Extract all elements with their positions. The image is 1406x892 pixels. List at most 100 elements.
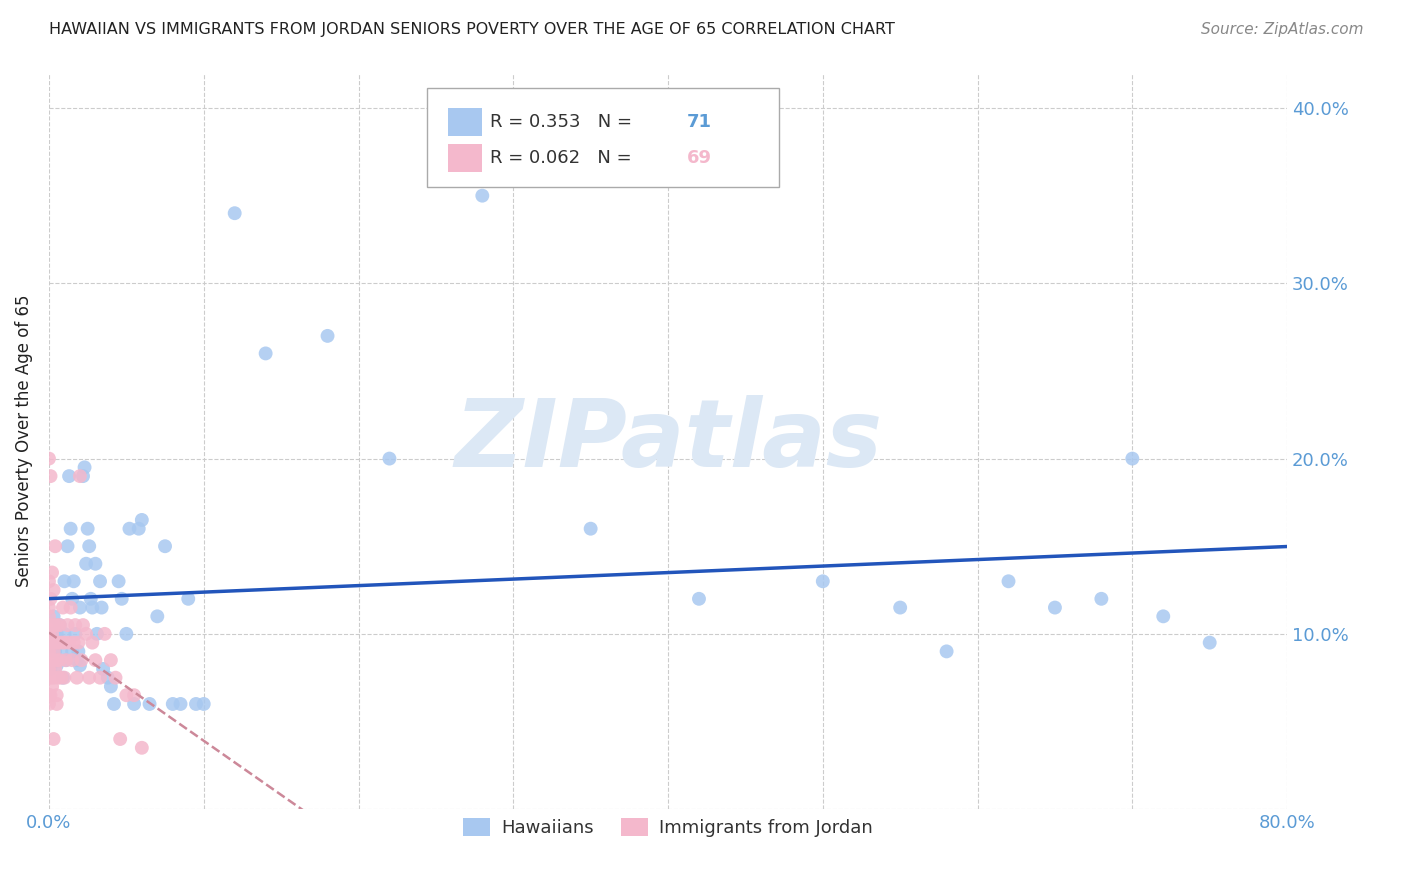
Point (52, 671, 75, 685)
FancyBboxPatch shape (426, 87, 779, 187)
Point (997, 574, 1019, 589)
Point (38, 574, 60, 589)
Point (67, 644, 90, 658)
Point (69, 469, 91, 483)
Point (84, 653, 107, 667)
Point (38, 653, 60, 667)
Point (39, 627, 62, 641)
Point (38, 451, 60, 466)
Point (84, 557, 107, 571)
Point (53, 627, 76, 641)
Point (51, 671, 73, 685)
Point (45, 658, 67, 673)
Point (39, 469, 62, 483)
Point (39, 662, 62, 676)
Point (77, 539, 100, 553)
Point (58, 469, 80, 483)
Point (44, 644, 66, 658)
Point (131, 513, 153, 527)
Point (688, 591, 710, 606)
Point (131, 740, 153, 755)
Point (935, 644, 957, 658)
Point (38, 618, 60, 632)
Point (70, 653, 93, 667)
Point (53, 635, 76, 649)
Point (579, 522, 602, 536)
Point (111, 591, 134, 606)
Point (41, 566, 63, 580)
Point (45, 627, 67, 641)
Point (108, 732, 131, 747)
Point (1121, 451, 1143, 466)
Point (56, 618, 79, 632)
Point (69, 600, 91, 615)
Point (49, 618, 72, 632)
Point (62, 574, 84, 589)
Point (115, 627, 138, 641)
Point (38, 627, 60, 641)
Point (45, 653, 67, 667)
Point (39, 671, 62, 685)
Point (59, 600, 82, 615)
Point (169, 697, 191, 711)
Point (42, 732, 65, 747)
Point (224, 206, 246, 220)
Point (44, 539, 66, 553)
Point (42, 644, 65, 658)
Point (56, 539, 79, 553)
Point (38, 697, 60, 711)
Point (76, 522, 98, 536)
Point (100, 680, 122, 694)
Point (107, 574, 129, 589)
Point (66, 671, 89, 685)
Point (38, 600, 60, 615)
Point (80, 591, 103, 606)
Point (53, 574, 76, 589)
Point (471, 188, 494, 202)
Point (73, 460, 96, 475)
Text: ZIPatlas: ZIPatlas (454, 395, 882, 487)
Point (90, 600, 112, 615)
Point (193, 697, 215, 711)
Point (46, 635, 69, 649)
Point (811, 574, 834, 589)
Text: Source: ZipAtlas.com: Source: ZipAtlas.com (1201, 22, 1364, 37)
Point (51, 644, 73, 658)
Point (67, 635, 90, 649)
Point (41, 680, 63, 694)
Point (128, 522, 150, 536)
Point (41, 653, 63, 667)
Point (49, 618, 72, 632)
Point (51, 635, 73, 649)
Point (41, 635, 63, 649)
Point (177, 591, 200, 606)
Point (1090, 591, 1112, 606)
FancyBboxPatch shape (447, 108, 482, 136)
FancyBboxPatch shape (447, 144, 482, 171)
Point (77, 671, 100, 685)
Point (1043, 600, 1066, 615)
Point (38, 688, 60, 702)
Text: 69: 69 (686, 149, 711, 167)
Point (42, 671, 65, 685)
Point (118, 522, 141, 536)
Point (75, 557, 97, 571)
Point (53, 671, 76, 685)
Point (39, 635, 62, 649)
Point (86, 627, 108, 641)
Point (38, 609, 60, 624)
Point (45, 688, 67, 702)
Legend: Hawaiians, Immigrants from Jordan: Hawaiians, Immigrants from Jordan (456, 811, 880, 845)
Point (1198, 635, 1220, 649)
Point (72, 618, 94, 632)
Point (38, 662, 60, 676)
Point (82, 600, 104, 615)
Point (58, 635, 80, 649)
Point (38, 644, 60, 658)
Point (316, 329, 339, 343)
Point (162, 697, 184, 711)
Text: HAWAIIAN VS IMMIGRANTS FROM JORDAN SENIORS POVERTY OVER THE AGE OF 65 CORRELATIO: HAWAIIAN VS IMMIGRANTS FROM JORDAN SENIO… (49, 22, 896, 37)
Point (39, 618, 62, 632)
Point (153, 539, 176, 553)
Point (100, 653, 122, 667)
